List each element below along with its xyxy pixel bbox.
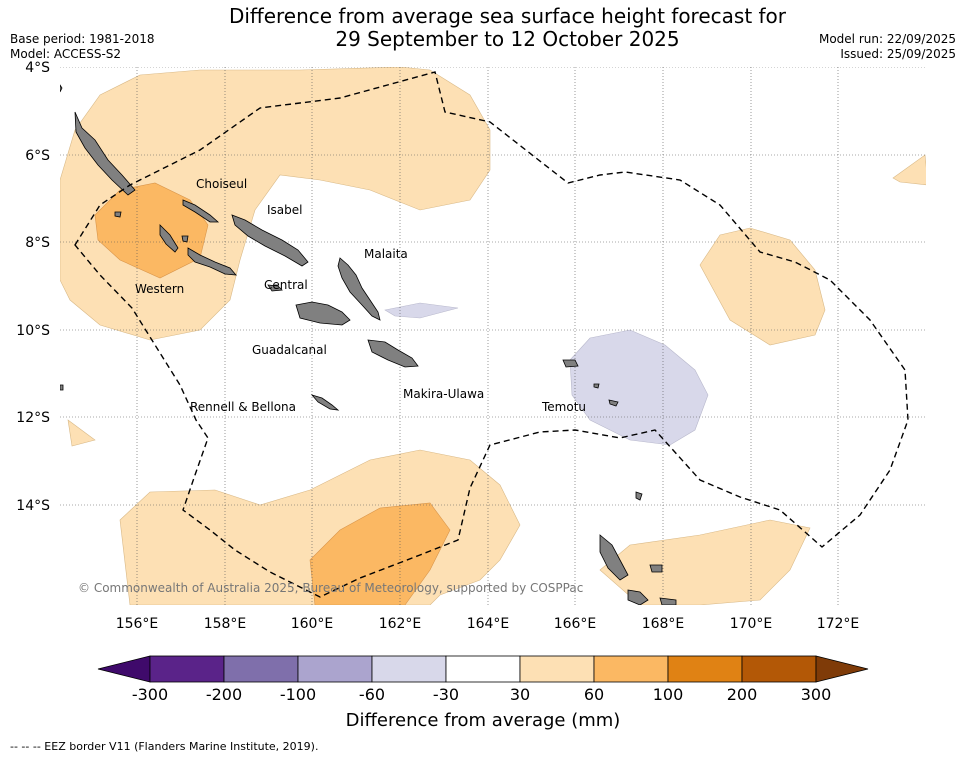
lon-tick: 162°E — [379, 616, 422, 632]
place-label-makira-ulawa: Makira-Ulawa — [403, 387, 484, 401]
place-label-isabel: Isabel — [267, 203, 302, 217]
lon-tick: 156°E — [116, 616, 159, 632]
map-layer: © Commonwealth of Australia 2025, Bureau… — [60, 67, 926, 605]
place-label-central: Central — [264, 278, 308, 292]
lat-tick: 6°S — [25, 148, 50, 164]
lon-tick: 160°E — [291, 616, 334, 632]
lat-tick: 4°S — [25, 60, 50, 76]
colorbar-segment — [149, 655, 225, 683]
land-islands — [60, 84, 677, 605]
colorbar-tick: -30 — [433, 685, 459, 704]
copyright-text: © Commonwealth of Australia 2025, Bureau… — [78, 581, 583, 595]
island-santa-cruz — [562, 359, 579, 368]
island-shortlands — [114, 211, 122, 218]
anomaly-area-positive-light — [67, 419, 96, 447]
colorbar-segment — [445, 655, 521, 683]
island-small-west — [181, 235, 189, 243]
colorbar-segment — [593, 655, 669, 683]
colorbar-segment — [519, 655, 595, 683]
eez-legend: -- -- -- EEZ border V11 (Flanders Marine… — [10, 740, 319, 753]
colorbar-segment — [371, 655, 447, 683]
island-small-temotu — [593, 383, 600, 389]
anomaly-area-negative-light — [384, 302, 459, 319]
island-russell — [267, 284, 283, 292]
island-new-georgia — [159, 224, 179, 253]
island-edge-west — [60, 84, 63, 93]
title-line-1: Difference from average sea surface heig… — [228, 4, 787, 28]
island-vanuatu-small — [649, 564, 663, 573]
colorbar-tick: 100 — [653, 685, 684, 704]
place-label-guadalcanal: Guadalcanal — [252, 343, 327, 357]
island-choiseul — [182, 199, 220, 223]
model-run: Model run: 22/09/2025 — [818, 32, 956, 46]
place-label-rennell-bellona: Rennell & Bellona — [190, 400, 296, 414]
island-new-georgia-east — [187, 247, 237, 276]
title-line-2: 29 September to 12 October 2025 — [335, 27, 680, 51]
lon-tick: 164°E — [467, 616, 510, 632]
island-guadalcanal — [295, 301, 351, 326]
colorbar-tick: 60 — [584, 685, 604, 704]
colorbar-tick: -300 — [132, 685, 168, 704]
island-vanikoro — [608, 399, 619, 407]
island-malaita — [337, 257, 381, 321]
model-name: Model: ACCESS-S2 — [10, 47, 122, 61]
island-vanuatu-small — [659, 597, 677, 605]
base-period: Base period: 1981-2018 — [10, 32, 155, 46]
issued-date: Issued: 25/09/2025 — [840, 47, 956, 61]
place-label-choiseul: Choiseul — [196, 177, 247, 191]
place-label-temotu: Temotu — [541, 400, 586, 414]
anomaly-area-negative-light — [569, 329, 709, 446]
anomaly-area-positive-medium — [94, 182, 209, 279]
lon-tick: 166°E — [554, 616, 597, 632]
colorbar-tick: 200 — [727, 685, 758, 704]
lat-tick: 12°S — [16, 410, 50, 426]
anomaly-area-positive-medium — [309, 502, 451, 605]
lat-tick: 14°S — [16, 498, 50, 514]
anomaly-area-positive-light — [892, 154, 926, 186]
lon-tick: 158°E — [204, 616, 247, 632]
colorbar-label: Difference from average (mm) — [346, 710, 621, 731]
lon-tick: 168°E — [642, 616, 685, 632]
lon-tick: 172°E — [817, 616, 860, 632]
lat-tick: 10°S — [16, 323, 50, 339]
colorbar — [97, 655, 869, 683]
colorbar-segment — [667, 655, 743, 683]
island-vanuatu-north — [627, 589, 649, 605]
colorbar-tick: -200 — [206, 685, 242, 704]
map-gridlines — [60, 67, 926, 605]
island-espiritu-santo — [599, 534, 629, 581]
colorbar-tick: -100 — [280, 685, 316, 704]
island-edge-west — [60, 384, 64, 391]
lon-tick: 170°E — [730, 616, 773, 632]
colorbar-segment — [223, 655, 299, 683]
colorbar-tick: -60 — [359, 685, 385, 704]
eez-border — [74, 71, 909, 598]
colorbar-arrow-right — [815, 655, 869, 683]
colorbar-tick: 300 — [801, 685, 832, 704]
island-bougainville — [74, 111, 136, 196]
lat-tick: 8°S — [25, 235, 50, 251]
colorbar-segment — [741, 655, 817, 683]
island-rennell — [310, 394, 340, 411]
anomaly-area-positive-light — [699, 227, 826, 346]
anomaly-area-positive-light — [599, 519, 811, 605]
island-isabel — [231, 214, 309, 267]
island-makira — [367, 339, 419, 368]
colorbar-arrow-left — [97, 655, 151, 683]
colorbar-segment — [297, 655, 373, 683]
island-banks — [635, 491, 643, 501]
place-label-malaita: Malaita — [364, 247, 408, 261]
place-label-western: Western — [135, 282, 184, 296]
colorbar-tick: 30 — [510, 685, 530, 704]
